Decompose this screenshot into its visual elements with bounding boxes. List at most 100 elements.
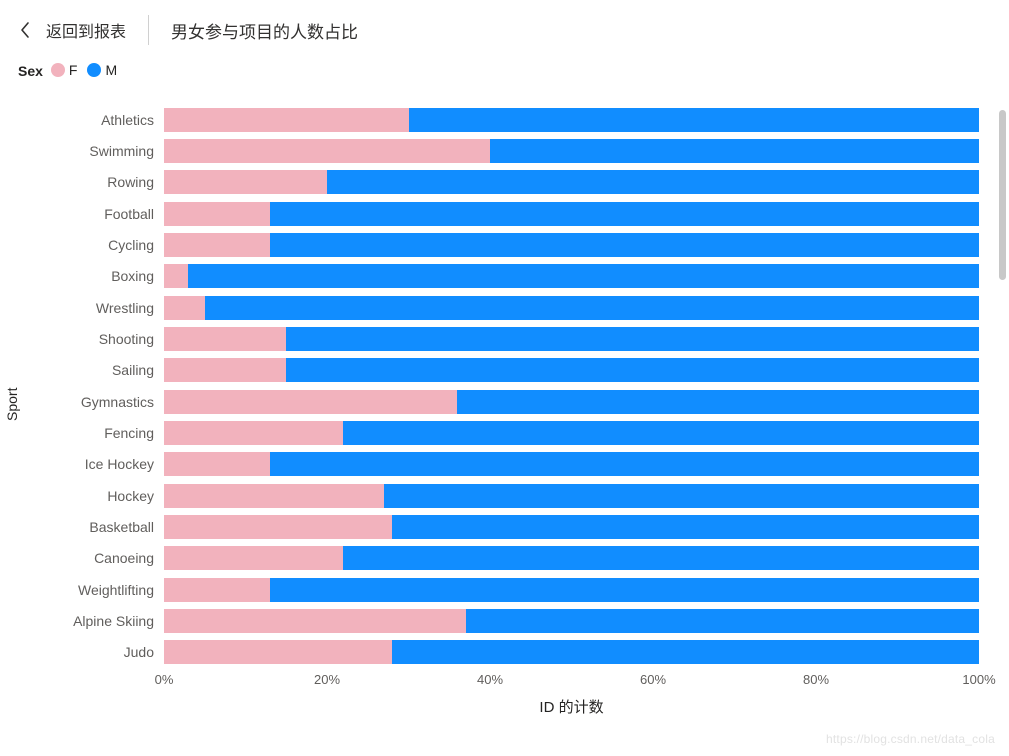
bar-segment-f[interactable] bbox=[164, 421, 343, 445]
bar-track[interactable] bbox=[164, 108, 979, 132]
category-label: Ice Hockey bbox=[24, 456, 164, 472]
chart-row: Football bbox=[24, 198, 979, 229]
back-button[interactable]: 返回到报表 bbox=[18, 18, 126, 42]
bar-segment-m[interactable] bbox=[343, 546, 979, 570]
chart-row: Gymnastics bbox=[24, 386, 979, 417]
category-label: Wrestling bbox=[24, 300, 164, 316]
x-tick: 80% bbox=[803, 672, 829, 687]
bar-track[interactable] bbox=[164, 170, 979, 194]
bar-segment-m[interactable] bbox=[490, 139, 979, 163]
bar-track[interactable] bbox=[164, 515, 979, 539]
bar-track[interactable] bbox=[164, 546, 979, 570]
bar-segment-m[interactable] bbox=[205, 296, 979, 320]
bar-track[interactable] bbox=[164, 390, 979, 414]
bar-track[interactable] bbox=[164, 484, 979, 508]
bar-segment-f[interactable] bbox=[164, 546, 343, 570]
bar-segment-f[interactable] bbox=[164, 202, 270, 226]
legend-swatch-icon bbox=[51, 63, 65, 77]
bar-segment-f[interactable] bbox=[164, 358, 286, 382]
chart-row: Wrestling bbox=[24, 292, 979, 323]
legend: Sex F M bbox=[0, 56, 1009, 84]
bar-segment-f[interactable] bbox=[164, 170, 327, 194]
bar-segment-f[interactable] bbox=[164, 609, 466, 633]
x-tick: 20% bbox=[314, 672, 340, 687]
chart-row: Boxing bbox=[24, 261, 979, 292]
bar-segment-m[interactable] bbox=[409, 108, 980, 132]
bar-track[interactable] bbox=[164, 233, 979, 257]
category-label: Canoeing bbox=[24, 550, 164, 566]
category-label: Shooting bbox=[24, 331, 164, 347]
bar-segment-m[interactable] bbox=[343, 421, 979, 445]
bar-segment-f[interactable] bbox=[164, 452, 270, 476]
chart-inner: Athletics Swimming Rowing FootballCyclingBo… bbox=[24, 84, 1009, 724]
bar-segment-f[interactable] bbox=[164, 640, 392, 664]
bar-segment-m[interactable] bbox=[270, 233, 979, 257]
category-label: Athletics bbox=[24, 112, 164, 128]
legend-item-m[interactable]: M bbox=[87, 62, 121, 78]
chart-row: Swimming bbox=[24, 135, 979, 166]
chart-row: Fencing bbox=[24, 417, 979, 448]
category-label: Gymnastics bbox=[24, 394, 164, 410]
legend-item-f[interactable]: F bbox=[51, 62, 82, 78]
chart-row: Athletics bbox=[24, 104, 979, 135]
bar-segment-m[interactable] bbox=[270, 578, 979, 602]
bar-segment-m[interactable] bbox=[466, 609, 979, 633]
back-label: 返回到报表 bbox=[46, 18, 126, 42]
bar-track[interactable] bbox=[164, 640, 979, 664]
bar-segment-f[interactable] bbox=[164, 139, 490, 163]
category-label: Weightlifting bbox=[24, 582, 164, 598]
bar-segment-f[interactable] bbox=[164, 515, 392, 539]
x-tick: 100% bbox=[962, 672, 995, 687]
bar-segment-m[interactable] bbox=[270, 202, 979, 226]
bar-segment-m[interactable] bbox=[188, 264, 979, 288]
bar-segment-m[interactable] bbox=[270, 452, 979, 476]
header-divider bbox=[148, 15, 149, 45]
bar-track[interactable] bbox=[164, 358, 979, 382]
header-bar: 返回到报表 男女参与项目的人数占比 bbox=[0, 0, 1009, 56]
category-label: Fencing bbox=[24, 425, 164, 441]
bar-track[interactable] bbox=[164, 578, 979, 602]
bar-segment-f[interactable] bbox=[164, 108, 409, 132]
chart-row: Cycling bbox=[24, 229, 979, 260]
bar-track[interactable] bbox=[164, 327, 979, 351]
legend-swatch-icon bbox=[87, 63, 101, 77]
bar-segment-m[interactable] bbox=[286, 327, 979, 351]
chart-row: Shooting bbox=[24, 323, 979, 354]
category-label: Swimming bbox=[24, 143, 164, 159]
chart-row: Hockey bbox=[24, 480, 979, 511]
bar-segment-f[interactable] bbox=[164, 296, 205, 320]
category-label: Rowing bbox=[24, 174, 164, 190]
bar-track[interactable] bbox=[164, 421, 979, 445]
chart-row: Alpine Skiing bbox=[24, 605, 979, 636]
category-label: Judo bbox=[24, 644, 164, 660]
x-axis-title: ID 的计数 bbox=[539, 696, 603, 717]
bar-segment-m[interactable] bbox=[384, 484, 979, 508]
chart-row: Sailing bbox=[24, 355, 979, 386]
legend-item-label: F bbox=[69, 62, 78, 78]
chart-row: Basketball bbox=[24, 511, 979, 542]
bar-segment-m[interactable] bbox=[286, 358, 979, 382]
bar-segment-m[interactable] bbox=[392, 640, 979, 664]
chart-rows: Athletics Swimming Rowing FootballCyclingBo… bbox=[24, 84, 1009, 668]
bar-track[interactable] bbox=[164, 202, 979, 226]
bar-segment-f[interactable] bbox=[164, 233, 270, 257]
bar-segment-m[interactable] bbox=[327, 170, 979, 194]
bar-track[interactable] bbox=[164, 609, 979, 633]
bar-segment-m[interactable] bbox=[457, 390, 979, 414]
bar-segment-f[interactable] bbox=[164, 484, 384, 508]
bar-segment-f[interactable] bbox=[164, 327, 286, 351]
x-tick: 0% bbox=[155, 672, 174, 687]
bar-track[interactable] bbox=[164, 296, 979, 320]
chart-row: Rowing bbox=[24, 167, 979, 198]
bar-track[interactable] bbox=[164, 452, 979, 476]
legend-item-label: M bbox=[105, 62, 117, 78]
scrollbar-rail[interactable] bbox=[999, 110, 1006, 710]
scrollbar-thumb[interactable] bbox=[999, 110, 1006, 280]
legend-title: Sex bbox=[18, 63, 43, 79]
bar-segment-f[interactable] bbox=[164, 390, 457, 414]
bar-track[interactable] bbox=[164, 264, 979, 288]
bar-segment-m[interactable] bbox=[392, 515, 979, 539]
bar-segment-f[interactable] bbox=[164, 578, 270, 602]
bar-segment-f[interactable] bbox=[164, 264, 188, 288]
bar-track[interactable] bbox=[164, 139, 979, 163]
